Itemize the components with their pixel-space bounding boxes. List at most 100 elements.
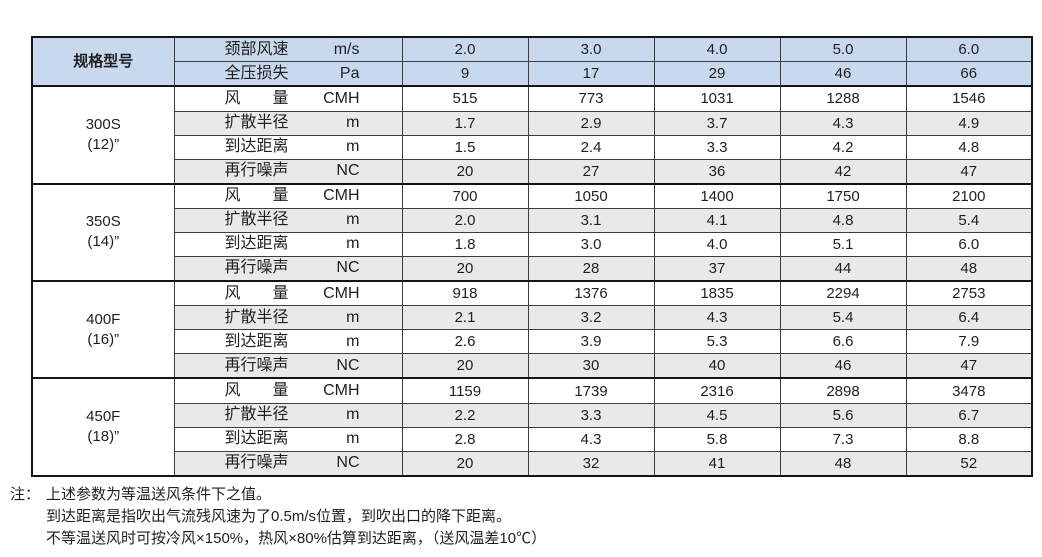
model-name: 400F xyxy=(86,310,121,328)
row-unit: m xyxy=(346,308,360,326)
value-cell: 32 xyxy=(527,450,655,477)
value-cell: 2.4 xyxy=(527,134,655,160)
header-value-cell: 66 xyxy=(905,61,1033,87)
table-row: 到达距离 m 2.8 4.3 5.8 7.3 8.8 xyxy=(32,426,1033,452)
value-cell: 1750 xyxy=(779,182,907,209)
value-cell: 47 xyxy=(905,158,1033,185)
value-cell: 4.5 xyxy=(653,402,781,428)
value-cell: 8.8 xyxy=(905,426,1033,452)
row-unit: m xyxy=(346,114,360,132)
row-unit: Pa xyxy=(339,64,360,82)
value-cell: 1400 xyxy=(653,182,781,209)
row-unit: m xyxy=(346,430,360,448)
row-label-cell: 到达距离 m xyxy=(173,231,403,257)
table-row: 350S (14)” 风 量 CMH 700 1050 1400 1750 21… xyxy=(31,182,1033,282)
value-cell: 1546 xyxy=(905,85,1033,112)
value-cell: 1031 xyxy=(653,85,781,112)
header-value-cell: 9 xyxy=(401,61,529,87)
value-cell: 3.1 xyxy=(527,207,655,233)
value-cell: 44 xyxy=(779,255,907,282)
model-cell: 300S (12)” xyxy=(31,85,175,185)
value-cell: 2.8 xyxy=(401,426,529,452)
row-label: 再行噪声 xyxy=(224,356,289,374)
spec-table: 规格型号 颈部风速 m/s 2.0 3.0 4.0 5.0 6.0 全压损失 xyxy=(31,36,1033,477)
row-label: 再行噪声 xyxy=(224,454,289,472)
row-label: 到达距离 xyxy=(224,138,289,156)
row-unit: CMH xyxy=(323,382,360,399)
value-cell: 2294 xyxy=(779,280,907,307)
row-unit: NC xyxy=(336,454,360,472)
header-value-cell: 6.0 xyxy=(905,36,1033,63)
row-label-cell: 到达距离 m xyxy=(173,134,403,160)
value-cell: 37 xyxy=(653,255,781,282)
value-cell: 3478 xyxy=(905,377,1033,404)
row-unit: CMH xyxy=(323,187,360,205)
value-cell: 42 xyxy=(779,158,907,185)
value-cell: 6.7 xyxy=(905,402,1033,428)
value-cell: 30 xyxy=(527,353,655,379)
table-row: 到达距离 m 1.5 2.4 3.3 4.2 4.8 xyxy=(32,134,1033,160)
value-cell: 5.1 xyxy=(779,231,907,257)
row-label-cell: 再行噪声 NC xyxy=(173,158,403,185)
row-unit: NC xyxy=(336,356,360,374)
row-label: 风 量 xyxy=(224,382,289,399)
value-cell: 20 xyxy=(401,158,529,185)
value-cell: 4.2 xyxy=(779,134,907,160)
note-prefix: 注： xyxy=(10,486,41,503)
table-row: 扩散半径 m 2.2 3.3 4.5 5.6 6.7 xyxy=(32,402,1033,428)
model-name: 450F xyxy=(86,408,121,426)
value-cell: 4.3 xyxy=(527,426,655,452)
value-cell: 47 xyxy=(905,353,1033,379)
table-row: 300S (12)” 风 量 CMH 515 773 1031 1288 154… xyxy=(31,85,1033,185)
table-row: 400F (16)” 风 量 CMH 918 1376 1835 2294 27… xyxy=(31,280,1033,379)
value-cell: 5.6 xyxy=(779,402,907,428)
value-cell: 41 xyxy=(653,450,781,477)
row-label-cell: 风 量 CMH xyxy=(173,280,403,307)
value-cell: 3.3 xyxy=(527,402,655,428)
model-cell: 350S (14)” xyxy=(31,182,175,282)
header-row-pressure-loss: 全压损失 Pa 9 17 29 46 66 xyxy=(32,61,1033,87)
model-size: (16)” xyxy=(87,330,120,348)
model-cell: 450F (18)” xyxy=(31,377,175,477)
row-unit: m xyxy=(346,138,360,156)
row-unit: NC xyxy=(336,259,360,277)
value-cell: 1.5 xyxy=(401,134,529,160)
value-cell: 3.9 xyxy=(527,329,655,355)
table-row: 450F (18)” 风 量 CMH 1159 1739 2316 2898 3… xyxy=(31,377,1033,477)
value-cell: 773 xyxy=(527,85,655,112)
value-cell: 2.0 xyxy=(401,207,529,233)
value-cell: 4.1 xyxy=(653,207,781,233)
value-cell: 48 xyxy=(779,450,907,477)
row-label: 到达距离 xyxy=(224,430,289,448)
value-cell: 515 xyxy=(401,85,529,112)
row-label: 风 量 xyxy=(224,89,289,107)
row-label-cell: 扩散半径 m xyxy=(173,305,403,331)
header-value-cell: 4.0 xyxy=(653,36,781,63)
row-unit: m xyxy=(346,332,360,350)
value-cell: 700 xyxy=(401,182,529,209)
value-cell: 4.3 xyxy=(779,110,907,136)
value-cell: 6.0 xyxy=(905,231,1033,257)
value-cell: 4.8 xyxy=(905,134,1033,160)
value-cell: 3.0 xyxy=(527,231,655,257)
header-value-cell: 46 xyxy=(779,61,907,87)
value-cell: 20 xyxy=(401,255,529,282)
value-cell: 5.3 xyxy=(653,329,781,355)
value-cell: 4.9 xyxy=(905,110,1033,136)
row-label: 扩散半径 xyxy=(224,308,289,326)
row-label-cell: 再行噪声 NC xyxy=(173,255,403,282)
row-label: 到达距离 xyxy=(224,332,289,350)
table-row: 再行噪声 NC 20 30 40 46 47 xyxy=(32,353,1033,379)
value-cell: 3.3 xyxy=(653,134,781,160)
value-cell: 2.1 xyxy=(401,305,529,331)
value-cell: 46 xyxy=(779,353,907,379)
value-cell: 1.8 xyxy=(401,231,529,257)
value-cell: 2316 xyxy=(653,377,781,404)
row-label-cell: 颈部风速 m/s xyxy=(173,36,403,63)
row-label-cell: 风 量 CMH xyxy=(173,377,403,404)
value-cell: 4.8 xyxy=(779,207,907,233)
table-row: 扩散半径 m 2.0 3.1 4.1 4.8 5.4 xyxy=(32,207,1033,233)
header-value-cell: 3.0 xyxy=(527,36,655,63)
value-cell: 5.4 xyxy=(905,207,1033,233)
row-label-cell: 到达距离 m xyxy=(173,329,403,355)
